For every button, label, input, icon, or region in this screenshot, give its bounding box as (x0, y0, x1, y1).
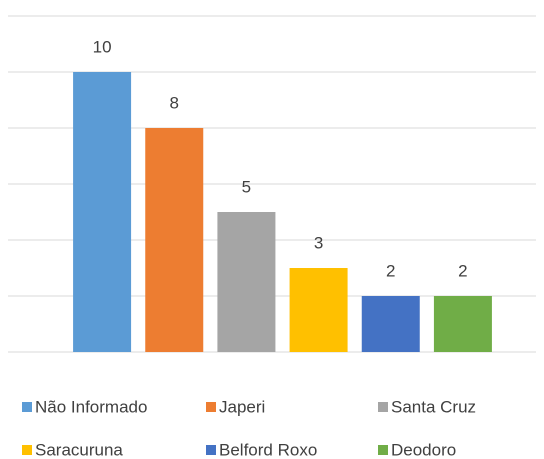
data-label: 5 (242, 177, 251, 196)
legend-marker (22, 445, 32, 455)
data-label: 2 (386, 261, 395, 280)
legend-label: Belford Roxo (219, 440, 317, 459)
legend-marker (378, 445, 388, 455)
legend-label: Deodoro (391, 440, 456, 459)
bar (361, 296, 420, 352)
legend-marker (206, 445, 216, 455)
legend-label: Saracuruna (35, 440, 123, 459)
legend-label: Japeri (219, 397, 265, 416)
data-label: 8 (170, 93, 179, 112)
data-label: 3 (314, 233, 323, 252)
bar (145, 128, 204, 352)
bar (433, 296, 492, 352)
bar (217, 212, 276, 352)
data-label: 2 (458, 261, 467, 280)
legend-label: Não Informado (35, 397, 147, 416)
data-label: 10 (93, 37, 112, 56)
legend-marker (206, 402, 216, 412)
legend-label: Santa Cruz (391, 397, 476, 416)
legend-marker (22, 402, 32, 412)
bar (289, 268, 348, 352)
bar (73, 72, 132, 352)
legend-marker (378, 402, 388, 412)
